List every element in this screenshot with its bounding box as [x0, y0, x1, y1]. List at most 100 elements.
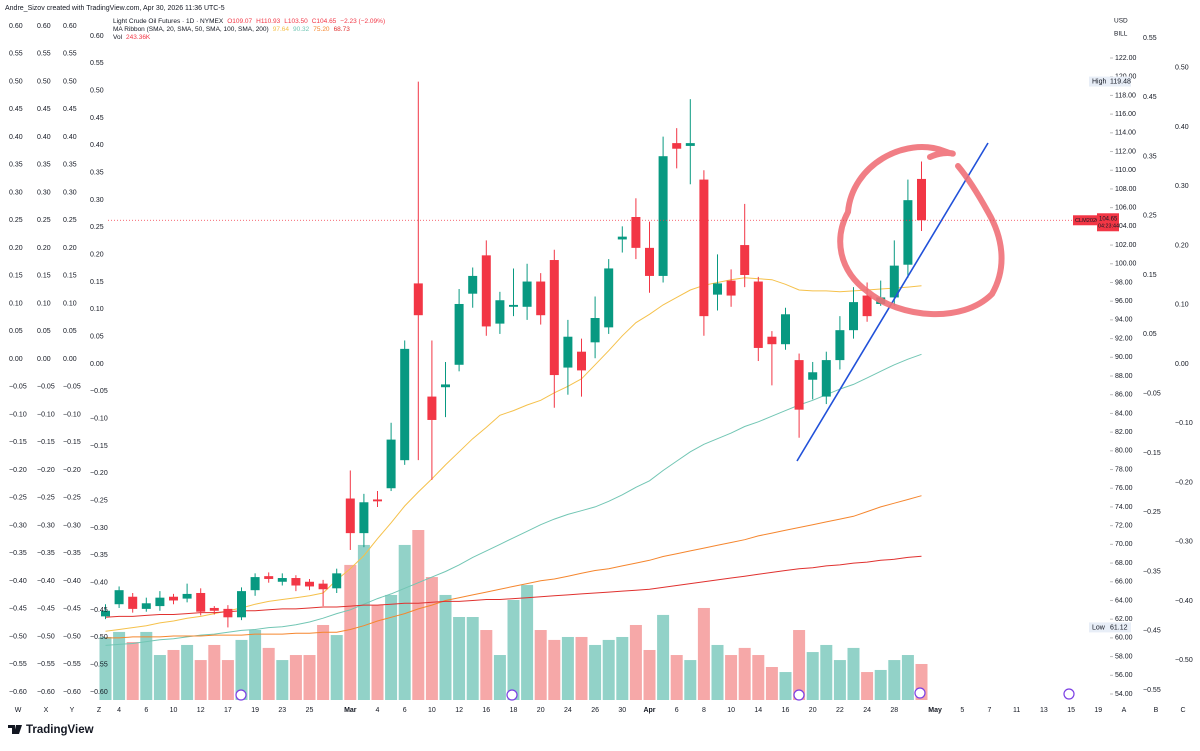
price-label: 94.00	[1115, 317, 1133, 324]
candle-body	[373, 499, 382, 502]
price-label: 68.00	[1115, 560, 1133, 567]
price-label: 110.00	[1115, 167, 1136, 174]
left-scale-label: −0.45	[90, 607, 108, 614]
candle-body	[454, 303, 464, 365]
candle-body	[672, 143, 682, 149]
left-scale-label: −0.30	[63, 522, 81, 529]
price-label: 98.00	[1115, 279, 1133, 286]
left-scale-label: −0.05	[9, 384, 27, 391]
candle-body	[169, 596, 178, 601]
right-scale-letter: A	[1122, 707, 1127, 714]
left-scale-label: 0.30	[37, 189, 51, 196]
candle-body	[155, 597, 165, 607]
left-scale-label: 0.05	[9, 328, 23, 335]
volume-bar	[589, 644, 602, 700]
volume-bar	[303, 655, 316, 700]
price-label: 66.00	[1115, 579, 1133, 586]
left-scale-label: −0.05	[37, 384, 55, 391]
right-scale-label: −0.55	[1143, 687, 1161, 694]
left-scale-label: 0.40	[9, 134, 23, 141]
volume-bar	[847, 647, 860, 700]
x-tick-label: 6	[675, 707, 679, 714]
price-label: 90.00	[1115, 354, 1133, 361]
candle-body	[441, 384, 450, 388]
x-tick-label: 23	[278, 707, 286, 714]
left-scale-label: −0.45	[9, 606, 27, 613]
price-label: 104.00	[1115, 223, 1137, 230]
candle-body	[318, 583, 328, 590]
left-scale-label: −0.30	[37, 522, 55, 529]
price-label: 102.00	[1115, 242, 1137, 249]
left-scale-label: 0.45	[63, 106, 77, 113]
right-scale-label: 0.30	[1175, 183, 1189, 190]
volume-bar	[126, 642, 139, 700]
volume-bar	[820, 644, 833, 700]
left-scale-label: 0.60	[90, 33, 104, 40]
price-label: 78.00	[1115, 466, 1133, 473]
candle-body	[182, 593, 192, 599]
left-scale-label: −0.20	[37, 467, 55, 474]
volume-bar	[861, 672, 874, 700]
left-scale-label: 0.45	[37, 106, 51, 113]
price-label: 84.00	[1115, 410, 1133, 417]
price-label: 62.00	[1115, 616, 1133, 623]
high-tag-value: 119.48	[1110, 78, 1131, 85]
volume-bar	[616, 636, 629, 700]
left-scale-label: 0.15	[63, 273, 77, 280]
left-scale-label: −0.55	[63, 661, 81, 668]
left-scale-label: −0.25	[37, 495, 55, 502]
left-scale-label: −0.60	[63, 689, 81, 696]
volume-bar	[357, 544, 370, 700]
volume-bar	[439, 594, 452, 700]
left-scale-label: 0.00	[37, 356, 51, 363]
price-label: 106.00	[1115, 204, 1137, 211]
candle-body	[386, 439, 396, 489]
symbol-tag	[1073, 215, 1097, 226]
volume-bar	[765, 667, 778, 700]
candle-body	[114, 590, 124, 605]
price-label: 58.00	[1115, 653, 1133, 660]
x-tick-label: 12	[197, 707, 205, 714]
candle-body	[237, 591, 246, 618]
candle-body	[713, 283, 722, 295]
volume-bar	[167, 649, 180, 700]
x-tick-label: 24	[863, 707, 871, 714]
volume-bar	[548, 639, 561, 700]
candle-body	[726, 280, 736, 296]
left-scale-label: 0.50	[63, 78, 77, 85]
x-tick-label: 16	[482, 707, 490, 714]
left-scale-label: −0.55	[9, 661, 27, 668]
volume-bar	[344, 564, 357, 700]
candle-body	[917, 178, 926, 221]
left-scale-label: −0.55	[37, 661, 55, 668]
price-label: 122.00	[1115, 55, 1137, 62]
candle-body	[563, 336, 573, 368]
candle-body	[209, 607, 219, 611]
x-tick-label: 6	[403, 707, 407, 714]
left-scale-label: −0.10	[63, 411, 81, 418]
right-scale-label: −0.25	[1143, 509, 1161, 516]
volume-bar	[235, 639, 248, 700]
volume-bar	[697, 607, 710, 700]
x-tick-label: 5	[960, 707, 964, 714]
left-scale-label: −0.40	[9, 578, 27, 585]
left-scale-label: −0.15	[37, 439, 55, 446]
candle-body	[305, 581, 314, 587]
left-scale-label: 0.25	[37, 217, 51, 224]
legend-item: O109.07	[227, 18, 252, 25]
price-label: 108.00	[1115, 186, 1137, 193]
candle-body	[223, 608, 233, 618]
x-tick-label: 11	[1013, 707, 1020, 714]
left-scale-label: 0.25	[90, 224, 104, 231]
candle-body	[604, 268, 614, 328]
candle-body	[264, 576, 274, 579]
price-label: 116.00	[1115, 111, 1136, 118]
right-scale-label: 0.10	[1175, 302, 1189, 309]
volume-bar	[113, 631, 126, 700]
logo: TradingView	[8, 724, 94, 736]
left-scale-label: −0.10	[9, 411, 27, 418]
left-scale-label: −0.20	[90, 470, 108, 477]
legend-item: L103.50	[284, 18, 308, 25]
high-tag	[1089, 76, 1131, 87]
